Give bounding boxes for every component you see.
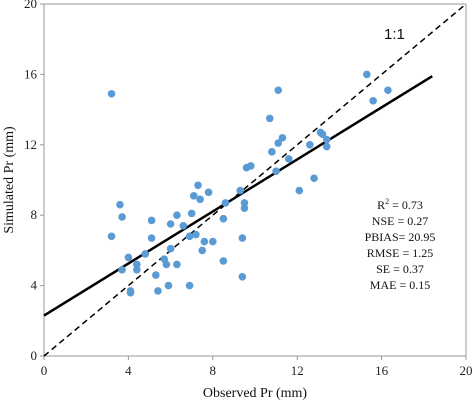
data-point <box>221 199 230 207</box>
data-point <box>162 260 171 269</box>
pbias-stat: PBIAS= 20.95 <box>365 230 436 244</box>
data-point <box>166 244 175 253</box>
data-point <box>240 204 249 212</box>
r2-value: = 0.73 <box>389 198 423 212</box>
x-tick-label: 0 <box>41 363 48 378</box>
data-point <box>219 214 228 223</box>
data-points <box>107 70 392 297</box>
x-tick-label: 8 <box>210 363 217 378</box>
se-stat: SE = 0.37 <box>376 262 424 276</box>
y-tick-label: 4 <box>31 278 38 293</box>
regression-line <box>43 75 433 317</box>
data-point <box>238 273 247 281</box>
data-point <box>192 230 200 239</box>
data-point <box>322 142 331 151</box>
data-point <box>190 192 198 200</box>
data-point <box>238 234 247 242</box>
data-point <box>272 167 280 175</box>
r2-superscript: 2 <box>385 197 389 206</box>
data-point <box>363 70 371 79</box>
data-point <box>166 220 175 228</box>
data-point <box>185 281 194 290</box>
x-tick-label: 12 <box>291 363 304 378</box>
data-point <box>219 257 228 265</box>
data-point <box>265 114 274 123</box>
y-tick-label: 0 <box>31 348 38 363</box>
data-point <box>147 216 156 225</box>
data-point <box>141 250 150 258</box>
r2-stat: R2 = 0.73 <box>377 197 423 212</box>
y-tick-label: 12 <box>24 137 37 152</box>
one-to-one-label: 1:1 <box>384 26 405 43</box>
rmse-stat: RMSE = 1.25 <box>367 246 433 260</box>
data-point <box>173 211 181 219</box>
one-to-one-line <box>43 3 467 357</box>
data-point <box>107 89 116 98</box>
data-point <box>107 232 116 241</box>
data-point <box>196 195 204 204</box>
y-axis-label: Simulated Pr (mm) <box>2 126 17 234</box>
data-point <box>209 237 217 246</box>
data-point <box>198 246 207 255</box>
data-point <box>133 265 141 274</box>
data-point <box>246 162 255 170</box>
data-point <box>295 186 304 195</box>
data-point <box>126 288 135 297</box>
data-point <box>133 260 141 269</box>
data-point <box>274 86 283 95</box>
x-tick-label: 16 <box>375 363 389 378</box>
data-point <box>152 271 160 279</box>
data-point <box>124 253 133 262</box>
y-tick-label: 16 <box>24 66 38 81</box>
data-point <box>147 234 156 242</box>
data-point <box>154 287 162 295</box>
x-tick-label: 20 <box>460 363 473 378</box>
data-point <box>187 209 196 218</box>
data-point <box>278 133 287 142</box>
data-point <box>185 232 194 241</box>
data-point <box>306 141 314 149</box>
mae-stat: MAE = 0.15 <box>370 278 430 292</box>
data-point <box>179 221 188 230</box>
series-lines <box>43 3 467 357</box>
y-tick-label: 8 <box>31 207 38 222</box>
data-point <box>284 155 293 163</box>
x-axis-label: Observed Pr (mm) <box>203 386 308 401</box>
axis-ticks: 0 4 8 12 16 20 0 4 8 12 16 20 <box>24 0 473 378</box>
data-point <box>322 135 331 144</box>
data-point <box>118 265 126 274</box>
data-point <box>194 181 202 190</box>
data-point <box>164 281 173 290</box>
data-point <box>173 260 181 269</box>
data-point <box>240 199 249 207</box>
data-point <box>369 97 377 105</box>
data-point <box>318 130 327 139</box>
y-tick-label: 20 <box>24 0 37 11</box>
r2-prefix: R <box>377 198 385 212</box>
nse-stat: NSE = 0.27 <box>372 214 428 228</box>
data-point <box>384 86 392 95</box>
data-point <box>204 188 213 197</box>
data-point <box>274 139 283 147</box>
data-point <box>268 148 276 156</box>
x-tick-label: 4 <box>125 363 132 378</box>
data-point <box>116 200 124 209</box>
data-point <box>200 237 209 246</box>
data-point <box>310 174 318 183</box>
data-point <box>118 213 126 221</box>
data-point <box>236 186 245 195</box>
